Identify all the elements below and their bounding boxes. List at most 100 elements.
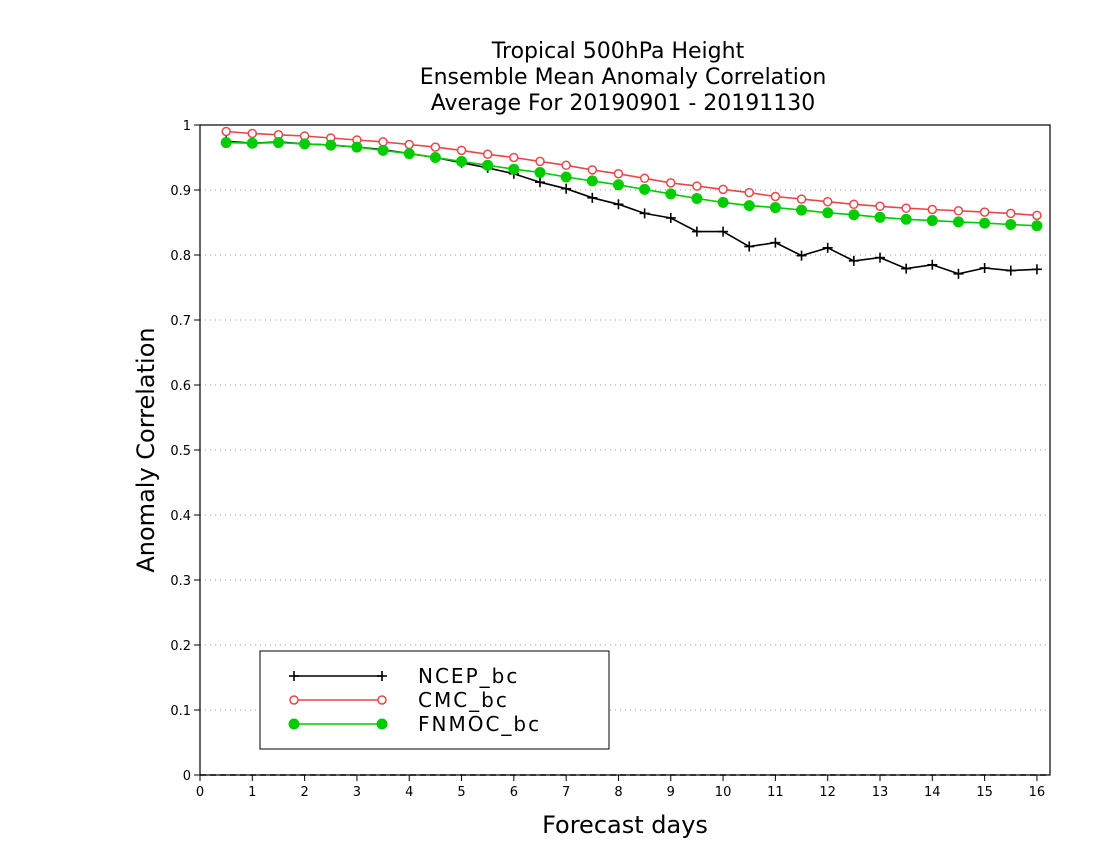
data-point-cmc_bc [378, 137, 388, 147]
data-point-fnmoc_bc [299, 138, 311, 150]
data-point-cmc_bc [456, 145, 467, 156]
series-line-cmc_bc [226, 130, 1037, 217]
data-point-fnmoc_bc [1031, 220, 1043, 232]
x-tick-label: 16 [1029, 785, 1046, 800]
series-cmc_bc [221, 126, 1042, 221]
x-tick-label: 1 [248, 785, 256, 800]
x-axis-ticks: 0 1 2 3 4 5 6 7 8 9 10 11 12 13 14 15 16 [196, 775, 1045, 800]
data-point-fnmoc_bc [822, 207, 834, 219]
data-point-cmc_bc [535, 156, 545, 167]
series-fnmoc_bc [220, 137, 1043, 232]
data-point-cmc_bc [1032, 210, 1042, 221]
legend-marker [376, 718, 388, 730]
x-tick-label: 8 [614, 785, 622, 800]
legend-marker [377, 695, 387, 705]
data-point-ncep_bc [561, 183, 572, 194]
data-point-fnmoc_bc [560, 171, 572, 183]
data-point-ncep_bc [665, 212, 676, 223]
data-point-fnmoc_bc [429, 152, 441, 163]
data-point-fnmoc_bc [325, 139, 337, 151]
y-tick-label: 0.2 [170, 639, 191, 654]
data-point-ncep_bc [953, 268, 964, 279]
title-line-3: Average For 20190901 - 20191130 [431, 91, 816, 116]
data-point-fnmoc_bc [508, 163, 520, 175]
data-point-cmc_bc [587, 165, 598, 175]
y-axis-label: Anomaly Correlation [132, 327, 160, 572]
legend-marker [289, 695, 299, 705]
data-point-ncep_bc [848, 255, 859, 266]
title-line-1: Tropical 500hPa Height [491, 39, 745, 64]
legend-entry-cmc_bc: CMC_bc [289, 688, 509, 712]
data-point-fnmoc_bc [586, 175, 598, 187]
data-point-fnmoc_bc [377, 144, 389, 156]
data-point-cmc_bc [1006, 208, 1016, 219]
data-point-fnmoc_bc [743, 200, 755, 212]
data-point-cmc_bc [639, 173, 650, 184]
data-point-ncep_bc [927, 259, 938, 270]
data-point-fnmoc_bc [220, 137, 232, 149]
data-point-ncep_bc [1005, 265, 1016, 276]
data-point-cmc_bc [430, 142, 441, 152]
data-point-cmc_bc [849, 199, 859, 210]
data-point-fnmoc_bc [769, 202, 781, 214]
y-tick-label: 1 [183, 119, 191, 134]
legend-marker [377, 671, 387, 681]
y-tick-label: 0.7 [170, 314, 191, 329]
data-point-fnmoc_bc [351, 141, 363, 153]
data-point-cmc_bc [953, 206, 964, 216]
data-point-fnmoc_bc [796, 204, 808, 216]
data-point-fnmoc_bc [979, 217, 991, 229]
data-point-cmc_bc [482, 149, 493, 159]
legend-label: CMC_bc [418, 688, 509, 712]
data-point-fnmoc_bc [612, 179, 624, 191]
data-point-fnmoc_bc [900, 213, 912, 225]
data-point-cmc_bc [875, 201, 885, 211]
data-point-cmc_bc [718, 184, 728, 195]
data-point-fnmoc_bc [717, 196, 729, 208]
data-point-fnmoc_bc [639, 183, 651, 195]
data-point-ncep_bc [1031, 264, 1042, 275]
x-tick-label: 15 [976, 785, 993, 800]
data-point-cmc_bc [247, 128, 258, 139]
data-point-cmc_bc [613, 169, 624, 179]
series-line-fnmoc_bc [226, 141, 1037, 227]
y-tick-label: 0.6 [170, 379, 191, 394]
x-tick-label: 12 [819, 785, 836, 800]
x-tick-label: 2 [300, 785, 308, 800]
legend-entry-fnmoc_bc: FNMOC_bc [288, 712, 541, 736]
data-point-cmc_bc [927, 204, 938, 215]
legend-label: FNMOC_bc [418, 712, 541, 736]
data-point-ncep_bc [822, 242, 833, 253]
y-tick-label: 0.9 [170, 184, 191, 199]
x-tick-label: 14 [924, 785, 941, 800]
data-point-cmc_bc [509, 152, 519, 163]
legend-marker [289, 671, 299, 681]
x-tick-label: 10 [715, 785, 732, 800]
x-tick-label: 13 [872, 785, 889, 800]
x-tick-label: 4 [405, 785, 413, 800]
data-point-cmc_bc [770, 191, 781, 202]
data-point-ncep_bc [718, 226, 729, 237]
data-point-fnmoc_bc [926, 215, 938, 227]
data-point-cmc_bc [744, 187, 754, 198]
legend-entry-ncep_bc: NCEP_bc [289, 664, 517, 688]
title-line-2: Ensemble Mean Anomaly Correlation [420, 65, 827, 90]
data-point-fnmoc_bc [246, 137, 258, 149]
series-layer [220, 126, 1043, 279]
data-point-fnmoc_bc [848, 209, 860, 221]
data-point-ncep_bc [979, 263, 990, 273]
series-ncep_bc [221, 136, 1042, 279]
data-point-fnmoc_bc [1005, 218, 1017, 230]
data-point-ncep_bc [587, 192, 598, 203]
x-tick-label: 3 [353, 785, 361, 800]
data-point-cmc_bc [666, 178, 676, 188]
data-point-fnmoc_bc [534, 166, 546, 178]
data-point-ncep_bc [744, 241, 755, 252]
y-tick-label: 0.1 [170, 704, 191, 719]
data-point-ncep_bc [613, 199, 624, 210]
data-point-ncep_bc [875, 252, 885, 263]
data-point-cmc_bc [561, 160, 571, 171]
data-point-ncep_bc [639, 208, 650, 219]
